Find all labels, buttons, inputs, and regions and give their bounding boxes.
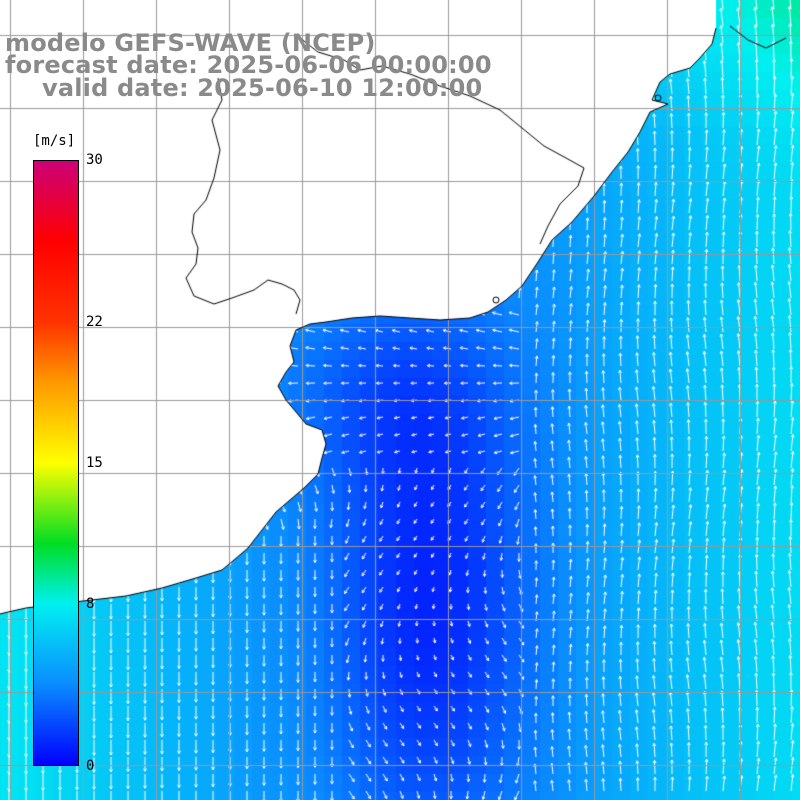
colorbar-tick-label: 30 bbox=[86, 152, 103, 168]
colorbar-tick-label: 22 bbox=[86, 313, 103, 330]
colorbar-tick-label: 0 bbox=[86, 758, 95, 774]
valid-date: valid date: 2025-06-10 12:00:00 bbox=[42, 74, 483, 102]
colorbar bbox=[33, 160, 79, 766]
colorbar-tick-label: 8 bbox=[86, 596, 95, 613]
colorbar-unit-label: [m/s] bbox=[33, 133, 76, 149]
model-title: modelo GEFS-WAVE (NCEP) bbox=[5, 29, 376, 57]
colorbar-tick-label: 15 bbox=[86, 455, 103, 471]
forecast-date: forecast date: 2025-06-06 00:00:00 bbox=[5, 51, 492, 79]
